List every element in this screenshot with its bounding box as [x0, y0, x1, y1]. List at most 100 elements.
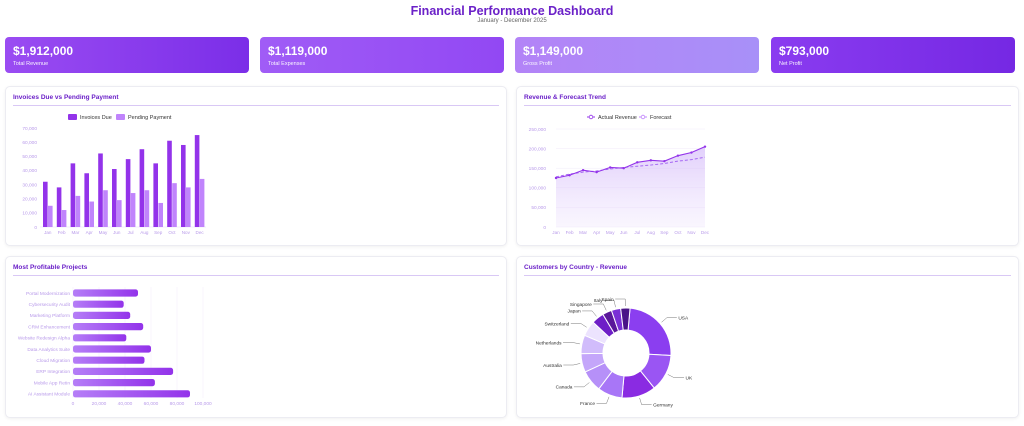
country-label: Australia: [543, 363, 562, 369]
project-bar: [73, 334, 127, 342]
bar-pending-payment: [75, 195, 81, 227]
kpi-label: Total Expenses: [268, 61, 306, 67]
legend-label: Pending Payment: [128, 115, 172, 121]
bar-invoices-due: [167, 140, 172, 227]
actual-revenue-point: [554, 176, 558, 180]
country-label: USA: [678, 315, 689, 321]
x-tick-label: Jan: [44, 230, 52, 235]
project-label: Cybersecurity Audit: [29, 302, 71, 308]
kpi-value: $1,912,000: [13, 44, 74, 58]
y-tick-label: 40,000: [22, 168, 37, 174]
project-label: Mobile App Retin: [34, 380, 71, 386]
y-tick-label: 200,000: [529, 146, 547, 152]
actual-revenue-point: [663, 159, 666, 163]
legend-swatch: [116, 114, 125, 120]
card-divider: [524, 105, 1011, 106]
x-tick-label: Jun: [113, 230, 121, 235]
project-label: Website Redesign Alpha: [18, 336, 71, 342]
bar-invoices-due: [181, 144, 186, 227]
label-leader-line: [615, 298, 626, 307]
bar-invoices-due: [70, 163, 76, 227]
bar-pending-payment: [172, 183, 177, 227]
x-tick-label: 80,000: [170, 401, 185, 407]
y-tick-label: 50,000: [22, 154, 37, 160]
x-tick-label: 100,000: [194, 401, 212, 407]
legend-label: Forecast: [650, 115, 672, 121]
y-tick-label: 30,000: [22, 182, 37, 188]
label-leader-line: [582, 310, 597, 317]
x-tick-label: May: [606, 230, 615, 235]
bar-pending-payment: [117, 200, 122, 227]
x-tick-label: 20,000: [92, 401, 107, 407]
country-label: UK: [686, 375, 693, 381]
y-tick-label: 100,000: [529, 186, 547, 192]
x-tick-label: Dec: [196, 230, 205, 235]
country-donut-chart: USA UK Germany France Canada Australia Netherl…: [536, 297, 693, 409]
x-tick-label: May: [99, 230, 108, 235]
y-tick-label: 0: [543, 225, 546, 231]
label-leader-line: [667, 374, 685, 378]
x-tick-label: Oct: [674, 230, 682, 235]
kpi-value: $1,119,000: [268, 44, 328, 58]
project-label: Cloud Migration: [36, 358, 70, 364]
bar-invoices-due: [125, 159, 131, 227]
x-tick-label: Feb: [58, 230, 66, 235]
kpi-value: $793,000: [779, 44, 830, 58]
country-label: Netherlands: [536, 340, 562, 346]
revenue-chart-card: Revenue & Forecast Trend Actual Revenue F…: [516, 86, 1019, 246]
country-chart-card: Customers by Country - Revenue USA UK Germ…: [516, 256, 1019, 418]
donut-slice: [627, 307, 672, 357]
actual-revenue-point: [581, 168, 585, 172]
legend-marker: [640, 114, 646, 120]
invoices-chart-title: Invoices Due vs Pending Payment: [13, 94, 119, 101]
x-tick-label: Sep: [154, 230, 163, 235]
x-tick-label: Dec: [701, 230, 710, 235]
country-label: Spain: [601, 297, 614, 303]
actual-revenue-point: [649, 159, 653, 162]
y-tick-label: 60,000: [22, 140, 37, 146]
x-tick-label: Oct: [168, 230, 176, 235]
kpi-card-total-expenses: $1,119,000 Total Expenses: [260, 37, 504, 73]
label-leader-line: [596, 396, 610, 404]
bar-invoices-due: [153, 163, 158, 227]
x-tick-label: Aug: [647, 230, 656, 235]
x-tick-label: Apr: [86, 230, 94, 235]
y-tick-label: 150,000: [529, 166, 547, 172]
actual-revenue-point: [676, 154, 680, 157]
project-bar: [73, 367, 174, 375]
x-tick-label: Mar: [579, 230, 587, 235]
country-label: France: [580, 401, 595, 407]
card-divider: [524, 275, 1011, 276]
bar-pending-payment: [130, 193, 136, 227]
project-label: Data Analytics Suite: [27, 347, 70, 353]
label-leader-line: [570, 323, 587, 328]
x-tick-label: 0: [72, 401, 75, 407]
projects-chart-title: Most Profitable Projects: [13, 264, 88, 271]
y-tick-label: 0: [34, 225, 37, 231]
x-tick-label: Jan: [552, 230, 560, 235]
actual-revenue-point: [568, 174, 571, 177]
projects-hbar-chart: 0 20,000 40,000 60,000 80,000 100,000 Portal M…: [18, 287, 212, 407]
x-tick-label: Jul: [634, 230, 640, 235]
bar-pending-payment: [144, 190, 150, 227]
project-bar: [73, 345, 151, 353]
bar-pending-payment: [186, 187, 191, 227]
actual-revenue-point: [608, 166, 612, 169]
kpi-label: Total Revenue: [13, 61, 49, 67]
bar-invoices-due: [194, 135, 200, 227]
x-tick-label: Mar: [71, 230, 79, 235]
project-label: Marketing Platform: [30, 313, 70, 319]
project-label: Portal Modernization: [26, 291, 70, 297]
invoices-chart-card: Invoices Due vs Pending Payment Invoices…: [5, 86, 507, 246]
y-tick-label: 10,000: [22, 211, 37, 217]
x-tick-label: Nov: [687, 230, 696, 235]
kpi-label: Net Profit: [779, 61, 802, 67]
project-bar: [73, 379, 155, 387]
actual-revenue-point: [622, 167, 625, 170]
actual-revenue-point: [690, 151, 693, 154]
kpi-label: Gross Profit: [523, 61, 553, 67]
country-label: Singapore: [570, 302, 592, 308]
x-tick-label: Nov: [182, 230, 191, 235]
x-tick-label: Feb: [566, 230, 574, 235]
project-label: ERP Integration: [36, 369, 70, 375]
